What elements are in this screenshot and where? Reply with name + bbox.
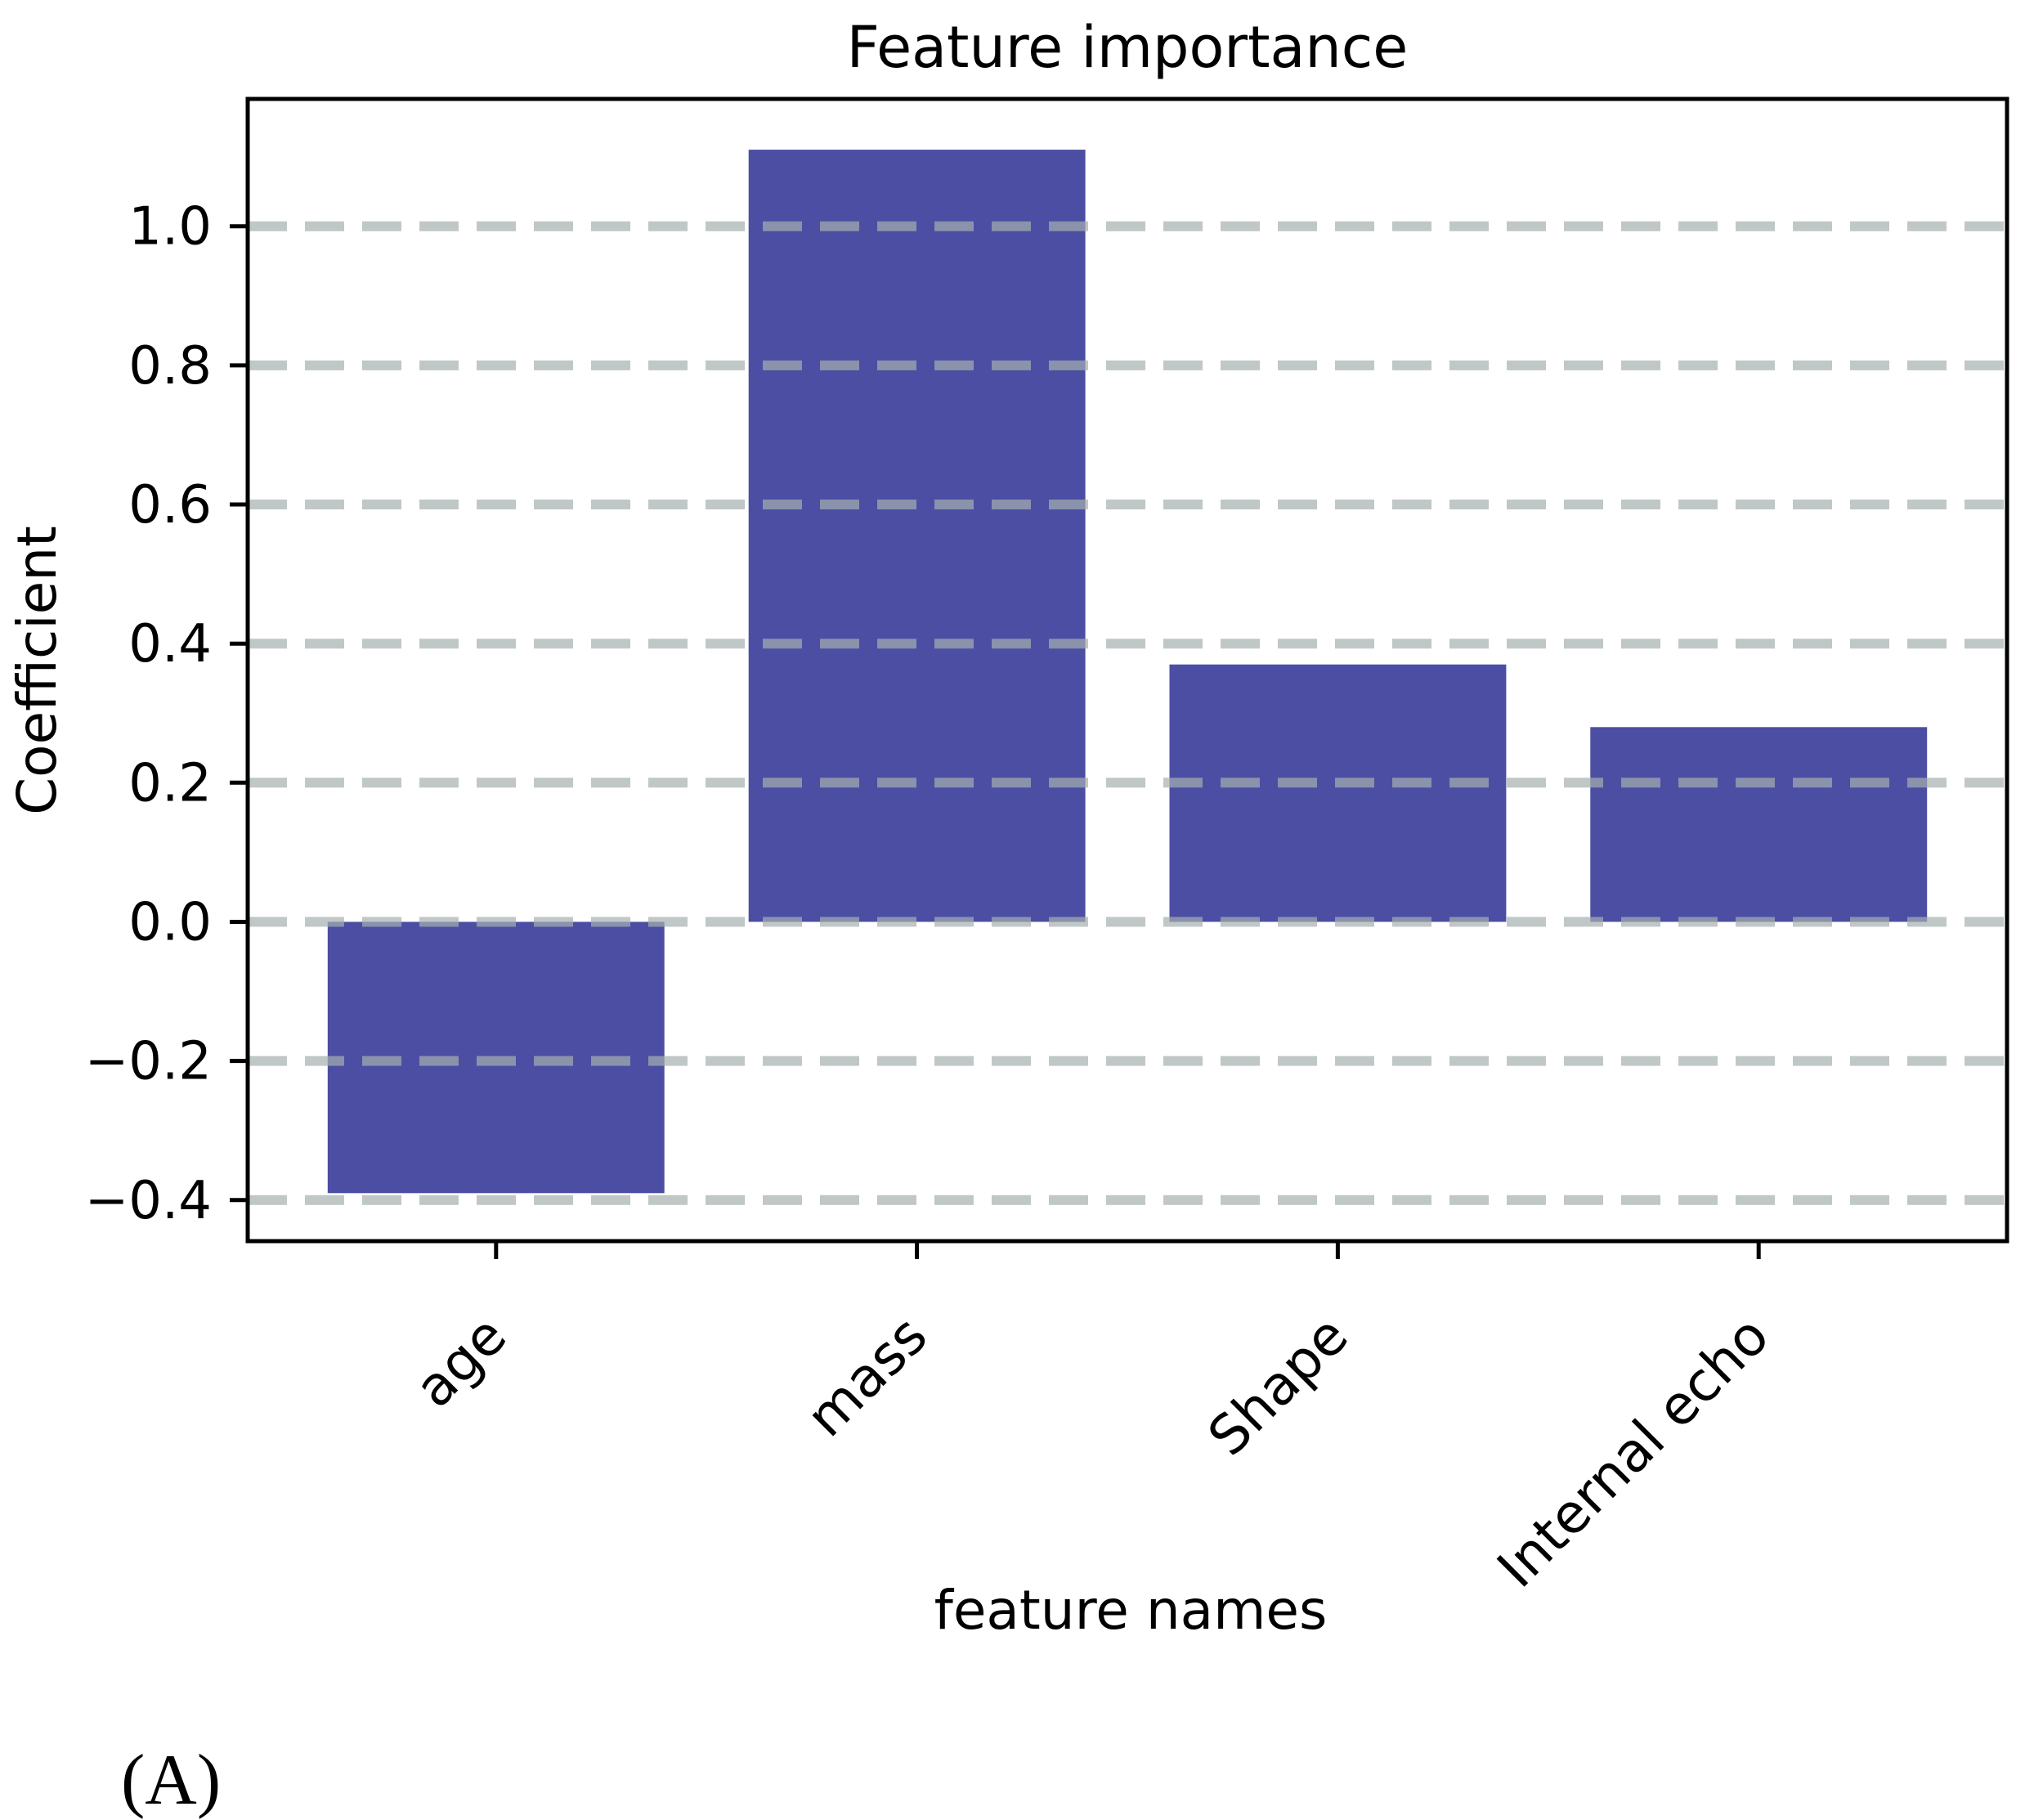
y-axis-title: Coefficient (6, 526, 69, 815)
bar-internal-echo (1590, 727, 1928, 922)
y-tick-label: 0.4 (128, 614, 212, 675)
bar-mass (748, 150, 1086, 922)
y-tick-label: 0.2 (128, 753, 212, 814)
grid-layer (248, 221, 2007, 1205)
x-tick-label: age (403, 1304, 518, 1419)
y-tick-label: 0.8 (128, 336, 212, 397)
x-tick-label: Internal echo (1485, 1304, 1781, 1600)
x-tick-label: Shape (1196, 1304, 1360, 1468)
y-tick-label: −0.2 (85, 1032, 212, 1092)
bars-layer (327, 150, 1928, 1194)
y-tick-label: 1.0 (128, 197, 212, 258)
ticks-layer (230, 224, 1761, 1259)
x-axis-title: feature names (934, 1579, 1328, 1642)
plot-frame (245, 96, 2009, 1244)
y-tick-label: 0.6 (128, 475, 212, 536)
chart-title: Feature importance (847, 14, 1409, 81)
panel-caption: (A) (121, 1741, 221, 1820)
y-tick-label: 0.0 (128, 893, 212, 953)
y-tick-label: −0.4 (85, 1171, 212, 1231)
bar-shape (1169, 664, 1507, 922)
x-tick-label: mass (795, 1304, 939, 1449)
